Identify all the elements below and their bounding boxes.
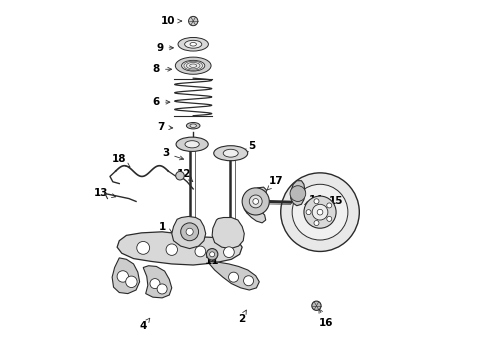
Circle shape [157, 284, 167, 294]
Circle shape [150, 279, 160, 289]
Circle shape [327, 203, 332, 208]
Ellipse shape [223, 149, 238, 157]
Ellipse shape [190, 124, 196, 127]
Ellipse shape [214, 146, 247, 161]
Text: 17: 17 [267, 176, 284, 190]
Circle shape [206, 249, 218, 260]
Circle shape [304, 196, 336, 228]
Circle shape [189, 17, 198, 26]
Polygon shape [245, 187, 267, 213]
Polygon shape [247, 208, 266, 223]
Text: 15: 15 [324, 197, 343, 210]
Ellipse shape [176, 137, 208, 152]
Ellipse shape [186, 122, 200, 129]
Circle shape [292, 184, 348, 240]
Circle shape [327, 216, 332, 221]
Circle shape [176, 171, 184, 180]
Text: 13: 13 [94, 188, 116, 198]
Text: 4: 4 [140, 318, 150, 332]
Ellipse shape [182, 60, 205, 71]
Text: 7: 7 [157, 122, 172, 132]
Circle shape [253, 199, 259, 204]
Text: 5: 5 [244, 141, 256, 153]
Polygon shape [172, 216, 206, 249]
Circle shape [290, 186, 306, 202]
Polygon shape [209, 261, 259, 290]
Circle shape [306, 210, 311, 215]
Ellipse shape [175, 57, 211, 74]
Circle shape [281, 173, 359, 251]
Circle shape [249, 195, 262, 208]
Circle shape [186, 228, 193, 235]
Ellipse shape [185, 141, 199, 148]
Circle shape [181, 223, 198, 241]
Text: 1: 1 [158, 222, 172, 233]
Circle shape [242, 188, 270, 215]
Text: 12: 12 [177, 168, 193, 181]
Ellipse shape [178, 37, 208, 51]
Polygon shape [117, 232, 242, 265]
Text: 6: 6 [153, 97, 170, 107]
Circle shape [314, 221, 319, 225]
Polygon shape [143, 266, 172, 298]
Circle shape [223, 247, 234, 257]
Circle shape [117, 271, 128, 282]
Text: 9: 9 [156, 43, 173, 53]
Circle shape [312, 204, 328, 220]
Polygon shape [212, 217, 245, 249]
Circle shape [312, 301, 321, 310]
Text: 2: 2 [238, 310, 246, 324]
Circle shape [317, 209, 323, 215]
Polygon shape [112, 258, 140, 294]
Circle shape [244, 276, 253, 286]
Circle shape [228, 272, 239, 282]
Text: 3: 3 [162, 148, 184, 160]
Circle shape [210, 252, 215, 257]
Text: 11: 11 [205, 256, 220, 266]
Text: 10: 10 [161, 16, 182, 26]
Text: 18: 18 [112, 154, 130, 167]
Text: 16: 16 [319, 309, 334, 328]
Circle shape [195, 246, 206, 257]
Circle shape [137, 242, 149, 254]
Circle shape [314, 199, 319, 204]
Text: 14: 14 [305, 195, 323, 205]
Polygon shape [291, 181, 305, 206]
Circle shape [126, 276, 137, 288]
Circle shape [166, 244, 177, 255]
Text: 8: 8 [153, 64, 172, 74]
Ellipse shape [190, 42, 196, 46]
Ellipse shape [185, 40, 202, 48]
